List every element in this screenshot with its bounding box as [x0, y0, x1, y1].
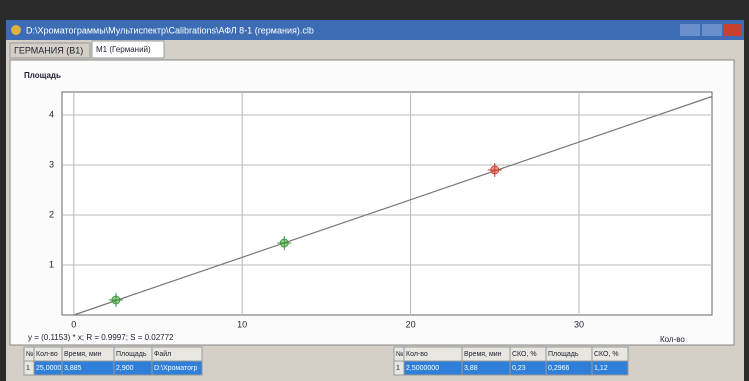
column-header-label: Кол-во	[36, 351, 58, 358]
y-tick-label: 1	[49, 259, 54, 269]
column-header-label: СКО, %	[512, 351, 537, 358]
column-header-label: Время, мин	[64, 351, 102, 358]
column-header-label: Кол-во	[406, 351, 428, 358]
window-title: D:\Хроматограммы\Мультиспектр\Calibratio…	[26, 25, 314, 35]
tab-label: ГЕРМАНИЯ (B1)	[14, 45, 83, 55]
column-header-label: СКО, %	[594, 351, 619, 358]
column-header-label: Площадь	[548, 351, 579, 358]
table-cell-text: 0,23	[512, 365, 526, 372]
column-header-label: Площадь	[116, 351, 147, 358]
table-cell-text: 3,885	[64, 365, 82, 372]
x-axis-label: Кол-во	[660, 335, 685, 344]
screen: D:\Хроматограммы\Мультиспектр\Calibratio…	[0, 0, 749, 381]
table-cell-text: 2,900	[116, 365, 134, 372]
table-cell-text: 0,2966	[548, 365, 570, 372]
x-tick-label: 0	[71, 319, 76, 329]
column-header-label: Файл	[154, 350, 171, 358]
table-cell-text: 1	[396, 365, 400, 372]
minimize-button[interactable]	[680, 24, 700, 36]
maximize-button[interactable]	[702, 24, 722, 36]
x-tick-label: 20	[406, 319, 416, 329]
y-tick-label: 2	[49, 209, 54, 219]
column-header-label: №	[396, 351, 404, 358]
y-axis-label: Площадь	[24, 71, 61, 80]
equation: y = (0.1153) * x; R = 0.9997; S = 0.0277…	[28, 333, 174, 342]
column-header-label: Время, мин	[464, 351, 502, 358]
column-header-label: №	[26, 351, 34, 358]
table-cell-text: 3,88	[464, 365, 478, 372]
plot-area	[62, 92, 712, 315]
app-icon	[11, 25, 21, 35]
table-cell-text: 1	[26, 365, 30, 372]
table-cell-text: D:\Хроматогр	[154, 365, 198, 372]
close-button[interactable]	[724, 24, 742, 36]
x-tick-label: 30	[574, 319, 584, 329]
y-tick-label: 4	[49, 109, 54, 119]
tab-label: M1 (Германий)	[96, 45, 151, 54]
table-cell-text: 2,5000000	[406, 365, 439, 372]
y-tick-label: 3	[49, 159, 54, 169]
table-cell-text: 1,12	[594, 365, 608, 372]
x-tick-label: 10	[237, 319, 247, 329]
